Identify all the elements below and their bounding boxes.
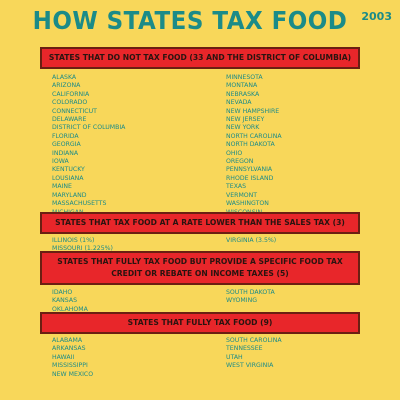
state-name: IDAHO	[52, 289, 73, 296]
state-name: NEW MEXICO	[52, 370, 94, 378]
state-name: INDIANA	[52, 149, 79, 157]
state-name: TEXAS	[226, 183, 247, 191]
state-name: TENNESSEE	[226, 345, 263, 353]
section: STATES THAT FULLY TAX FOOD BUT PROVIDE A…	[0, 251, 400, 313]
state-name: ARKANSAS	[52, 345, 86, 353]
state-list: IDAHO KANSAS OKLAHOMA	[52, 289, 88, 314]
state-name: WASHINGTON	[226, 200, 269, 208]
state-name: MARYLAND	[52, 191, 87, 199]
state-name: LOUSIANA	[52, 174, 84, 182]
state-name: NEW HAMPSHIRE	[226, 107, 280, 115]
state-name: ALABAMA	[52, 337, 83, 344]
section: STATES THAT TAX FOOD AT A RATE LOWER THA…	[0, 212, 400, 252]
state-name: NEW YORK	[226, 124, 260, 132]
state-list: ILLINOIS (1%) MISSOURI (1.225%)	[52, 237, 113, 254]
state-name: FLORIDA	[52, 132, 79, 140]
section-heading: STATES THAT TAX FOOD AT A RATE LOWER THA…	[40, 212, 360, 234]
section-heading: STATES THAT FULLY TAX FOOD BUT PROVIDE A…	[40, 251, 360, 285]
state-name: VIRGINIA (3.5%)	[226, 237, 277, 244]
state-name: KANSAS	[52, 297, 78, 305]
state-list: MINNESOTA MONTANA NEBRASKA NEVADA NEW HAMPSH…	[226, 74, 282, 217]
state-name: COLORADO	[52, 99, 88, 107]
state-name: OKLAHOMA	[52, 305, 88, 313]
state-name: IOWA	[52, 158, 69, 166]
state-list: ALASKA ARIZONA CALIFORNIA COLORADO CONNECTIC…	[52, 74, 125, 217]
state-list: ALABAMA ARKANSAS HAWAII MISSISSIPPI NEW MEXI…	[52, 337, 93, 379]
state-name: RHODE ISLAND	[226, 174, 274, 182]
state-name: MINNESOTA	[226, 74, 263, 81]
section: STATES THAT FULLY TAX FOOD (9) ALABAMA ARK…	[0, 312, 400, 378]
state-name: DELAWARE	[52, 116, 87, 124]
title: HOW STATES TAX FOOD	[32, 6, 348, 35]
state-name: SOUTH CAROLINA	[226, 337, 282, 344]
section-heading: STATES THAT FULLY TAX FOOD (9)	[40, 312, 360, 334]
year: 2003	[361, 10, 392, 23]
state-list: SOUTH CAROLINA TENNESSEE UTAH WEST VIRGINIA	[226, 337, 282, 371]
state-name: WYOMING	[226, 297, 258, 305]
state-name: NEW JERSEY	[226, 116, 265, 124]
state-name: WEST VIRGINIA	[226, 362, 274, 370]
state-name: UTAH	[226, 353, 243, 361]
state-name: OREGON	[226, 158, 254, 166]
state-name: MONTANA	[226, 82, 258, 90]
state-name: CONNECTICUT	[52, 107, 97, 115]
section-heading: STATES THAT DO NOT TAX FOOD (33 AND THE …	[40, 47, 360, 69]
state-name: PENNSYLVANIA	[226, 166, 273, 174]
state-name: VERMONT	[226, 191, 258, 199]
state-name: CALIFORNIA	[52, 90, 90, 98]
state-name: MAINE	[52, 183, 72, 191]
state-name: NORTH DAKOTA	[226, 141, 275, 149]
state-name: DISTRICT OF COLUMBIA	[52, 124, 126, 132]
state-list: SOUTH DAKOTA WYOMING	[226, 289, 275, 306]
state-name: NEBRASKA	[226, 90, 260, 98]
state-name: ALASKA	[52, 74, 77, 81]
state-name: NORTH CAROLINA	[226, 132, 282, 140]
state-name: SOUTH DAKOTA	[226, 289, 275, 296]
state-name: GEORGIA	[52, 141, 81, 149]
state-name: HAWAII	[52, 353, 75, 361]
state-name: ARIZONA	[52, 82, 81, 90]
state-name: MISSISSIPPI	[52, 362, 88, 370]
section: STATES THAT DO NOT TAX FOOD (33 AND THE …	[0, 47, 400, 216]
state-name: NEVADA	[226, 99, 252, 107]
state-name: MASSACHUSETTS	[52, 200, 107, 208]
state-name: MISSOURI (1.225%)	[52, 245, 113, 253]
state-list: VIRGINIA (3.5%)	[226, 237, 276, 245]
state-name: ILLINOIS (1%)	[52, 237, 95, 244]
state-name: OHIO	[226, 149, 243, 157]
state-name: KENTUCKY	[52, 166, 85, 174]
